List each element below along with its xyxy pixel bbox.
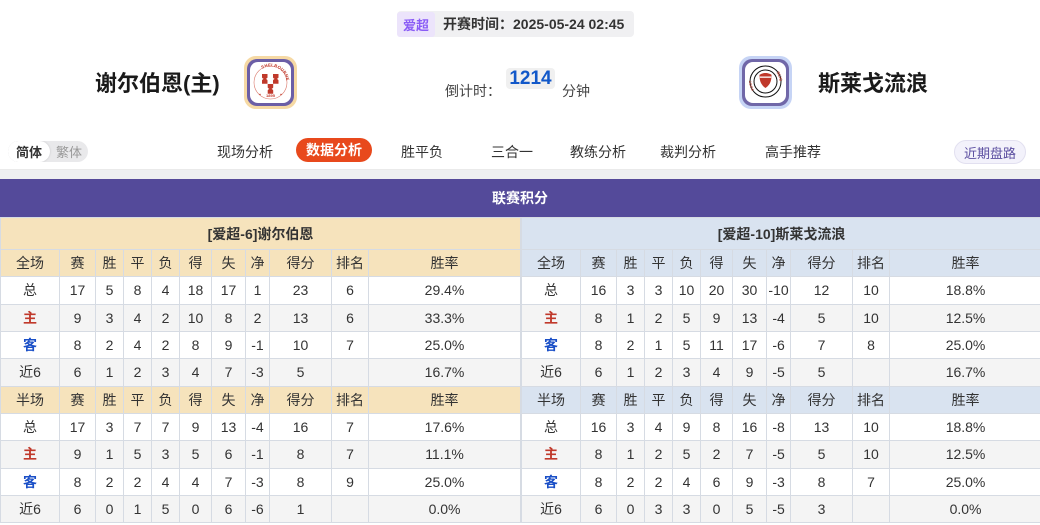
svg-text:1895: 1895 [266,93,276,98]
